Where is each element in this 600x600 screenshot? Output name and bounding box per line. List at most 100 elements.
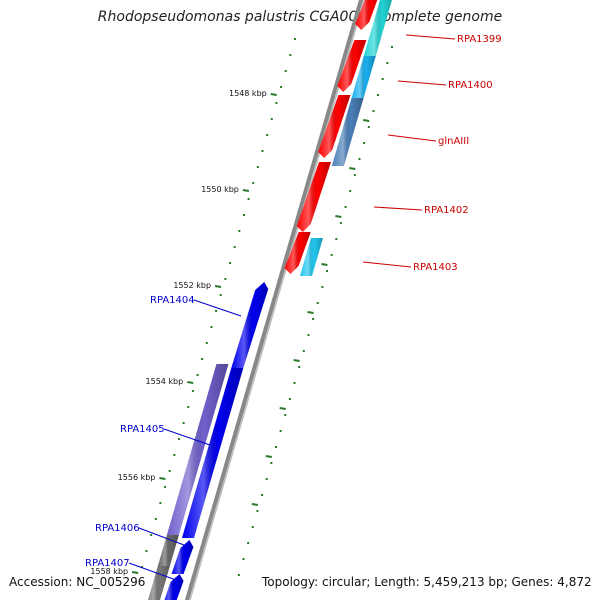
leader-line xyxy=(163,428,211,446)
scale-dot xyxy=(270,462,273,464)
scale-dot xyxy=(293,38,296,40)
scale-dot xyxy=(372,110,375,112)
gene-label-rpa1402[interactable]: RPA1402 xyxy=(424,205,469,216)
gene-arrow-shading xyxy=(355,0,378,30)
scale-dot xyxy=(284,70,287,72)
scale-dot xyxy=(159,502,162,504)
scale-dot xyxy=(339,222,342,224)
gene-layer xyxy=(148,0,392,600)
map-title: Rhodopseudomonas palustris CGA009, compl… xyxy=(97,9,503,25)
gene-label-rpa1406[interactable]: RPA1406 xyxy=(95,523,140,534)
gene-arrow-shading xyxy=(337,40,367,92)
scale-dot xyxy=(270,118,273,120)
major-tick xyxy=(159,477,166,480)
scale-dot xyxy=(381,78,384,80)
gene-arrow-shading xyxy=(181,368,244,538)
scale-dot xyxy=(265,478,268,480)
scale-dot xyxy=(145,550,148,552)
scale-dot xyxy=(349,190,352,192)
major-tick xyxy=(270,93,277,96)
kbp-label: 1556 kbp xyxy=(118,473,156,482)
scale-dot xyxy=(219,294,222,296)
scale-dot xyxy=(307,334,310,336)
scale-dot xyxy=(344,206,347,208)
gene-label-glnaiii[interactable]: glnAIII xyxy=(438,136,469,147)
scale-dot xyxy=(251,526,254,528)
scale-dot xyxy=(173,454,176,456)
scale-dot xyxy=(256,166,259,168)
leader-line xyxy=(138,527,185,546)
minor-tick xyxy=(349,167,356,170)
scale-dot xyxy=(182,422,185,424)
scale-dot xyxy=(191,390,194,392)
gene-arrow-shading xyxy=(148,566,170,600)
scale-dot xyxy=(247,542,250,544)
scale-dot xyxy=(168,470,171,472)
scale-dot xyxy=(201,358,204,360)
gene-arrow-shading xyxy=(284,232,311,274)
scale-dot xyxy=(229,262,232,264)
scale-dot xyxy=(242,214,245,216)
gene-label-rpa1407[interactable]: RPA1407 xyxy=(85,558,130,569)
gene-arrow-shading xyxy=(331,98,364,166)
tick-layer: 1548 kbp 1550 kbp 1552 kbp 1554 kbp 1556 kbp… xyxy=(90,38,393,576)
scale-dot xyxy=(367,126,370,128)
label-layer: RPA1399 RPA1400 glnAIII RPA1402 RPA1403 RPA14… xyxy=(85,34,502,581)
scale-dot xyxy=(377,94,380,96)
kbp-label: 1554 kbp xyxy=(146,377,184,386)
scale-dot xyxy=(358,158,361,160)
scale-dot xyxy=(252,182,255,184)
scale-dot xyxy=(289,54,292,56)
scale-dot xyxy=(256,510,259,512)
scale-dot xyxy=(140,566,143,568)
gene-label-rpa1403[interactable]: RPA1403 xyxy=(413,262,458,273)
leader-line xyxy=(362,261,412,268)
gene-arrow-shading xyxy=(363,0,392,58)
gene-arrow-shading xyxy=(296,162,332,232)
gene-label-rpa1399[interactable]: RPA1399 xyxy=(457,34,502,45)
scale-dot xyxy=(279,430,282,432)
major-tick xyxy=(131,571,139,574)
scale-dot xyxy=(280,86,283,88)
scale-dot xyxy=(363,142,366,144)
backbone-layer xyxy=(184,0,365,600)
scale-dot xyxy=(274,446,277,448)
gene-arrow-shading xyxy=(171,540,194,574)
kbp-label: 1552 kbp xyxy=(173,281,211,290)
gene-label-rpa1405[interactable]: RPA1405 xyxy=(120,424,165,435)
leader-line xyxy=(193,299,242,317)
scale-dot xyxy=(293,382,296,384)
leader-line xyxy=(387,134,437,142)
scale-dot xyxy=(233,246,236,248)
minor-tick xyxy=(265,455,272,458)
scale-dot xyxy=(288,398,291,400)
scale-dot xyxy=(326,270,329,272)
scale-dot xyxy=(321,286,324,288)
minor-tick xyxy=(335,215,342,218)
minor-tick xyxy=(321,263,328,266)
gene-arrow-shading xyxy=(231,282,269,368)
minor-tick xyxy=(251,503,259,506)
leader-line xyxy=(397,80,447,86)
gene-arrow-shading xyxy=(318,95,351,158)
scale-dot xyxy=(390,46,393,48)
minor-tick xyxy=(293,359,300,362)
gene-arrow-shading xyxy=(164,574,184,600)
scale-dot xyxy=(353,174,356,176)
scale-dot xyxy=(275,102,278,104)
major-tick xyxy=(242,189,250,192)
scale-dot xyxy=(224,278,227,280)
scale-dot xyxy=(298,366,301,368)
leader-line xyxy=(373,206,423,211)
scale-dot xyxy=(210,326,213,328)
genome-summary-text: Topology: circular; Length: 5,459,213 bp… xyxy=(262,575,592,589)
kbp-label: 1558 kbp xyxy=(90,567,128,576)
gene-label-rpa1400[interactable]: RPA1400 xyxy=(448,80,493,91)
kbp-label: 1548 kbp xyxy=(229,89,267,98)
major-tick xyxy=(187,381,194,384)
gene-label-rpa1404[interactable]: RPA1404 xyxy=(150,295,195,306)
minor-tick xyxy=(363,119,370,122)
scale-dot xyxy=(215,310,218,312)
